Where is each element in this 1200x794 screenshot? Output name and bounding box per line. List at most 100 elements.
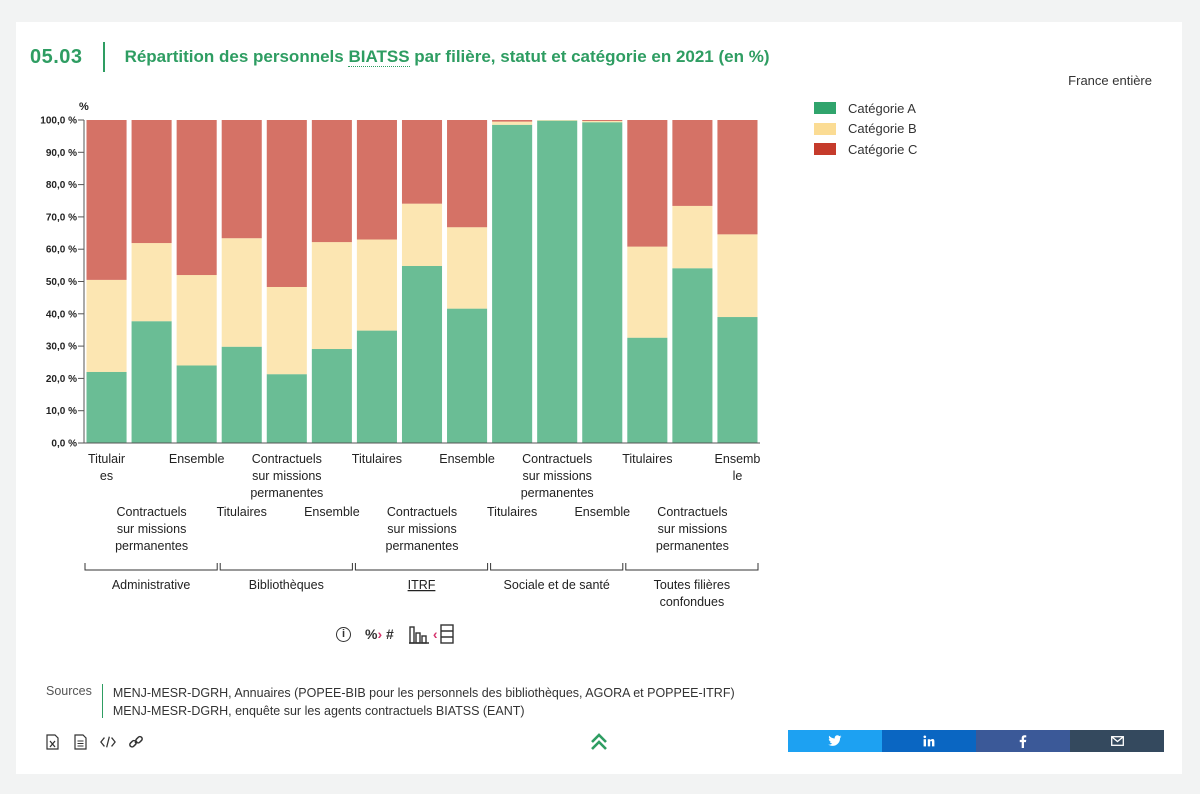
bar-segment[interactable] <box>266 286 307 375</box>
x-category-label: Ensemble <box>304 505 360 519</box>
bar-segment[interactable] <box>672 120 713 206</box>
bar-segment[interactable] <box>627 246 668 338</box>
legend-item-categorie-c[interactable]: Catégorie C <box>814 139 917 160</box>
x-category-label: Ensemble <box>439 452 495 466</box>
x-category-label: permanentes <box>115 539 188 553</box>
x-category-label: sur missions <box>252 469 321 483</box>
bar-segment[interactable] <box>176 275 217 366</box>
bar-segment[interactable] <box>447 308 488 443</box>
figure-number: 05.03 <box>30 45 83 68</box>
bar-segment[interactable] <box>492 120 533 122</box>
y-tick-label: 70,0 % <box>46 212 77 223</box>
facebook-share-button[interactable] <box>976 730 1070 752</box>
info-icon[interactable]: i <box>336 626 351 642</box>
bar-segment[interactable] <box>311 242 352 350</box>
bar-segment[interactable] <box>627 120 668 247</box>
bar-segment[interactable] <box>356 330 397 443</box>
x-category-label: Contractuels <box>387 505 457 519</box>
email-share-button[interactable] <box>1070 730 1164 752</box>
y-tick-label: 20,0 % <box>46 374 77 385</box>
bar-segment[interactable] <box>717 317 758 443</box>
bar-segment[interactable] <box>717 234 758 318</box>
bar-segment[interactable] <box>266 374 307 443</box>
sources-block: Sources MENJ-MESR-DGRH, Annuaires (POPEE… <box>46 684 735 720</box>
bar-segment[interactable] <box>582 122 623 444</box>
bar-chart-icon <box>408 626 429 644</box>
email-icon <box>1110 736 1124 746</box>
x-category-label: Titulaires <box>622 452 672 466</box>
y-tick-label: 0,0 % <box>51 439 77 450</box>
bar-segment[interactable] <box>582 120 623 121</box>
bar-segment[interactable] <box>176 365 217 443</box>
title-part-1: Répartition des personnels <box>124 47 349 66</box>
bar-segment[interactable] <box>627 337 668 443</box>
count-label: # <box>386 626 394 642</box>
legend-item-categorie-a[interactable]: Catégorie A <box>814 98 917 119</box>
source-line: MENJ-MESR-DGRH, Annuaires (POPEE-BIB pou… <box>112 686 735 700</box>
bar-segment[interactable] <box>447 227 488 309</box>
x-category-label: Ensemble <box>169 452 225 466</box>
group-bracket <box>490 563 624 571</box>
bar-segment[interactable] <box>401 120 443 204</box>
percent-count-toggle[interactable]: % › # <box>365 626 394 642</box>
bar-segment[interactable] <box>582 120 623 123</box>
bar-segment[interactable] <box>221 238 262 347</box>
bar-segment[interactable] <box>311 120 352 243</box>
source-line: MENJ-MESR-DGRH, enquête sur les agents c… <box>112 704 525 718</box>
legend-swatch <box>814 102 836 115</box>
bar-segment[interactable] <box>131 243 172 322</box>
x-category-label: Contractuels <box>522 452 592 466</box>
bar-segment[interactable] <box>176 120 217 276</box>
y-tick-label: 10,0 % <box>46 406 77 417</box>
pdf-download-icon[interactable] <box>72 734 88 750</box>
bar-segment[interactable] <box>266 120 307 287</box>
bar-segment[interactable] <box>717 120 758 235</box>
y-tick-label: 30,0 % <box>46 342 77 353</box>
chart-type-toggle[interactable]: ‹ <box>408 624 455 644</box>
group-bracket <box>219 563 353 571</box>
x-group-label: Bibliothèques <box>249 578 324 592</box>
title-abbreviation[interactable]: BIATSS <box>348 47 410 67</box>
y-tick-label: 40,0 % <box>46 309 77 320</box>
bar-segment[interactable] <box>311 349 352 443</box>
bar-segment[interactable] <box>401 265 443 443</box>
bar-segment[interactable] <box>356 239 397 331</box>
bar-segment[interactable] <box>492 121 533 125</box>
x-category-label: Titulaires <box>352 452 402 466</box>
bar-segment[interactable] <box>356 120 397 240</box>
x-category-label: Ensemb <box>715 452 761 466</box>
y-tick-label: 100,0 % <box>40 116 77 127</box>
bar-segment[interactable] <box>537 120 578 121</box>
sources-label: Sources <box>46 684 103 718</box>
bar-segment[interactable] <box>131 321 172 443</box>
bar-segment[interactable] <box>537 120 578 444</box>
bar-segment[interactable] <box>672 205 713 269</box>
bar-segment[interactable] <box>221 120 262 239</box>
excel-download-icon[interactable] <box>44 734 60 750</box>
x-category-label: Contractuels <box>657 505 727 519</box>
linkedin-share-button[interactable] <box>882 730 976 752</box>
x-category-label: Titulair <box>88 452 125 466</box>
bar-segment[interactable] <box>672 268 713 443</box>
geographic-scope: France entière <box>1068 73 1152 88</box>
percent-label: % <box>365 626 378 642</box>
legend-swatch <box>814 122 836 135</box>
bar-segment[interactable] <box>86 120 127 280</box>
bar-segment[interactable] <box>221 346 262 443</box>
twitter-share-button[interactable] <box>788 730 882 752</box>
bar-segment[interactable] <box>86 279 127 372</box>
bar-segment[interactable] <box>492 124 533 443</box>
y-tick-label: 50,0 % <box>46 277 77 288</box>
bar-segment[interactable] <box>86 371 127 443</box>
group-bracket <box>84 563 218 571</box>
bar-segment[interactable] <box>131 120 172 244</box>
bar-segment[interactable] <box>447 120 488 228</box>
table-icon <box>440 624 455 644</box>
link-icon[interactable] <box>128 734 144 750</box>
scroll-top-icon[interactable] <box>590 732 608 752</box>
legend-item-categorie-b[interactable]: Catégorie B <box>814 119 917 140</box>
twitter-icon <box>828 735 842 746</box>
legend-label: Catégorie A <box>848 100 916 116</box>
embed-code-icon[interactable] <box>100 734 116 750</box>
bar-segment[interactable] <box>401 203 443 266</box>
